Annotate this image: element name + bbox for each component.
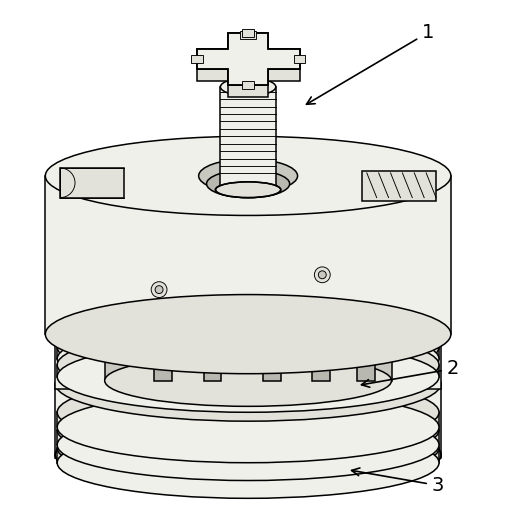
Ellipse shape	[57, 323, 439, 394]
Ellipse shape	[57, 391, 439, 463]
Polygon shape	[151, 335, 175, 339]
Bar	[105, 337, 392, 381]
Ellipse shape	[57, 394, 439, 466]
Bar	[197, 69, 300, 81]
Polygon shape	[354, 335, 378, 339]
Ellipse shape	[206, 170, 289, 198]
Circle shape	[155, 286, 163, 294]
Ellipse shape	[57, 341, 439, 412]
Ellipse shape	[45, 294, 451, 374]
Bar	[242, 30, 254, 37]
Ellipse shape	[199, 159, 298, 193]
Bar	[57, 365, 439, 377]
Bar	[55, 384, 441, 458]
Ellipse shape	[57, 311, 439, 383]
Bar	[263, 339, 281, 381]
Bar	[45, 176, 451, 334]
Ellipse shape	[57, 427, 439, 498]
Bar	[57, 448, 439, 463]
Polygon shape	[197, 33, 300, 85]
Ellipse shape	[55, 417, 441, 493]
Ellipse shape	[216, 182, 281, 198]
Circle shape	[151, 282, 167, 297]
Polygon shape	[362, 171, 436, 201]
Ellipse shape	[57, 329, 439, 401]
Bar	[294, 55, 305, 63]
Polygon shape	[260, 335, 284, 339]
Circle shape	[318, 271, 326, 278]
Ellipse shape	[55, 292, 441, 367]
Polygon shape	[197, 33, 300, 85]
Ellipse shape	[105, 311, 392, 363]
Text: 3: 3	[351, 468, 444, 495]
Polygon shape	[310, 335, 333, 339]
Bar	[57, 412, 439, 427]
Bar	[191, 55, 203, 63]
Bar	[154, 339, 172, 381]
Bar	[220, 87, 276, 190]
Polygon shape	[60, 168, 124, 198]
Bar	[312, 339, 330, 381]
Ellipse shape	[220, 78, 276, 96]
Bar	[240, 32, 256, 39]
Bar	[57, 430, 439, 445]
Bar	[204, 339, 221, 381]
Ellipse shape	[57, 377, 439, 448]
Bar	[55, 329, 441, 388]
Bar	[57, 347, 439, 359]
Ellipse shape	[105, 355, 392, 406]
Circle shape	[314, 267, 330, 283]
Bar	[242, 81, 254, 89]
Text: 1: 1	[307, 23, 434, 104]
Ellipse shape	[55, 346, 441, 421]
Ellipse shape	[45, 136, 451, 216]
Text: 2: 2	[362, 359, 459, 387]
Bar	[357, 339, 375, 381]
Ellipse shape	[57, 409, 439, 480]
Polygon shape	[201, 335, 224, 339]
Bar	[228, 85, 268, 97]
Ellipse shape	[57, 412, 439, 483]
